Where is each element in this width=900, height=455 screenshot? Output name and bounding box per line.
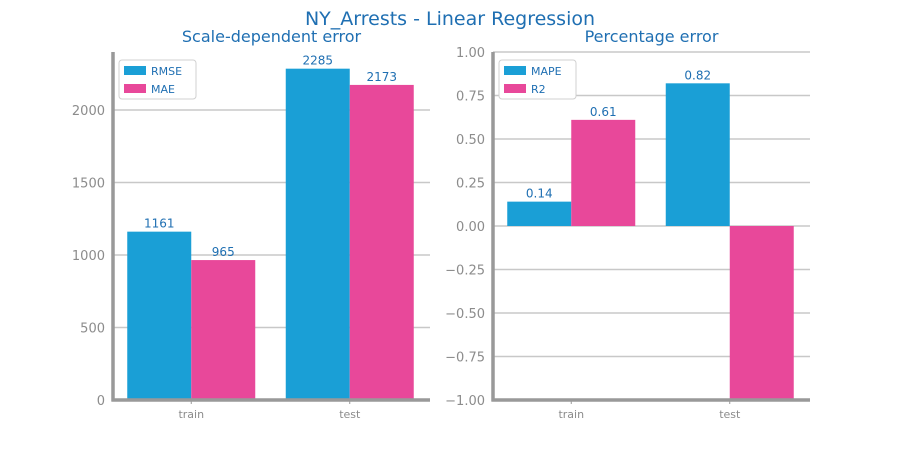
scale-dependent-error-chart: Scale-dependent error 0 500 1000 1500 2000 116… bbox=[72, 27, 430, 421]
y-tick-label: 0.00 bbox=[456, 220, 485, 235]
y-tick-label: 2000 bbox=[72, 104, 105, 119]
y-tick-label: −1.00 bbox=[445, 394, 485, 409]
y-tick-label: 0.50 bbox=[456, 133, 485, 148]
chart-title: Percentage error bbox=[585, 27, 719, 46]
legend-swatch-mae bbox=[124, 84, 146, 93]
bar-mape-test bbox=[665, 83, 730, 226]
y-tick-label: 0.25 bbox=[456, 177, 485, 192]
bar-mae-test bbox=[349, 84, 414, 400]
y-tick-label: 0 bbox=[97, 394, 105, 409]
data-label: 965 bbox=[212, 245, 235, 259]
data-label: 0.82 bbox=[684, 68, 711, 82]
legend-swatch-rmse bbox=[124, 66, 146, 75]
bar-mae-train bbox=[191, 260, 256, 400]
x-tick-label: test bbox=[719, 408, 741, 421]
y-tick-label: 1000 bbox=[72, 249, 105, 264]
legend-label-mae: MAE bbox=[151, 83, 175, 96]
y-tick-label: 1.00 bbox=[456, 46, 485, 61]
legend-label-mape: MAPE bbox=[531, 65, 562, 78]
bar-r2-test bbox=[729, 226, 794, 400]
data-label: 1161 bbox=[144, 217, 175, 231]
y-tick-label: 500 bbox=[80, 322, 105, 337]
x-tick-label: train bbox=[558, 408, 584, 421]
legend: RMSE MAE bbox=[118, 59, 197, 100]
bar-rmse-test bbox=[285, 68, 350, 401]
x-tick-label: train bbox=[178, 408, 204, 421]
y-tick-label: −0.50 bbox=[445, 307, 485, 322]
data-label: 0.61 bbox=[590, 105, 617, 119]
x-tick-label: test bbox=[339, 408, 361, 421]
y-tick-label: −0.25 bbox=[445, 264, 485, 279]
legend-swatch-r2 bbox=[504, 84, 526, 93]
data-label: 2285 bbox=[302, 54, 333, 68]
y-tick-label: 0.75 bbox=[456, 90, 485, 105]
legend-swatch-mape bbox=[504, 66, 526, 75]
y-tick-label: −0.75 bbox=[445, 351, 485, 366]
percentage-error-chart: Percentage error −1.00 −0.75 −0.50 −0.25 0.00… bbox=[445, 27, 810, 421]
y-tick-label: 1500 bbox=[72, 177, 105, 192]
figure-title: NY_Arrests - Linear Regression bbox=[305, 8, 595, 30]
chart-title: Scale-dependent error bbox=[182, 27, 362, 46]
data-label: 0.14 bbox=[526, 187, 553, 201]
data-label: 2173 bbox=[366, 70, 397, 84]
bar-mape-train bbox=[507, 201, 572, 226]
legend: MAPE R2 bbox=[498, 59, 577, 100]
legend-label-r2: R2 bbox=[531, 83, 546, 96]
legend-label-rmse: RMSE bbox=[151, 65, 182, 78]
bar-r2-train bbox=[571, 119, 636, 226]
bar-rmse-train bbox=[127, 231, 192, 400]
